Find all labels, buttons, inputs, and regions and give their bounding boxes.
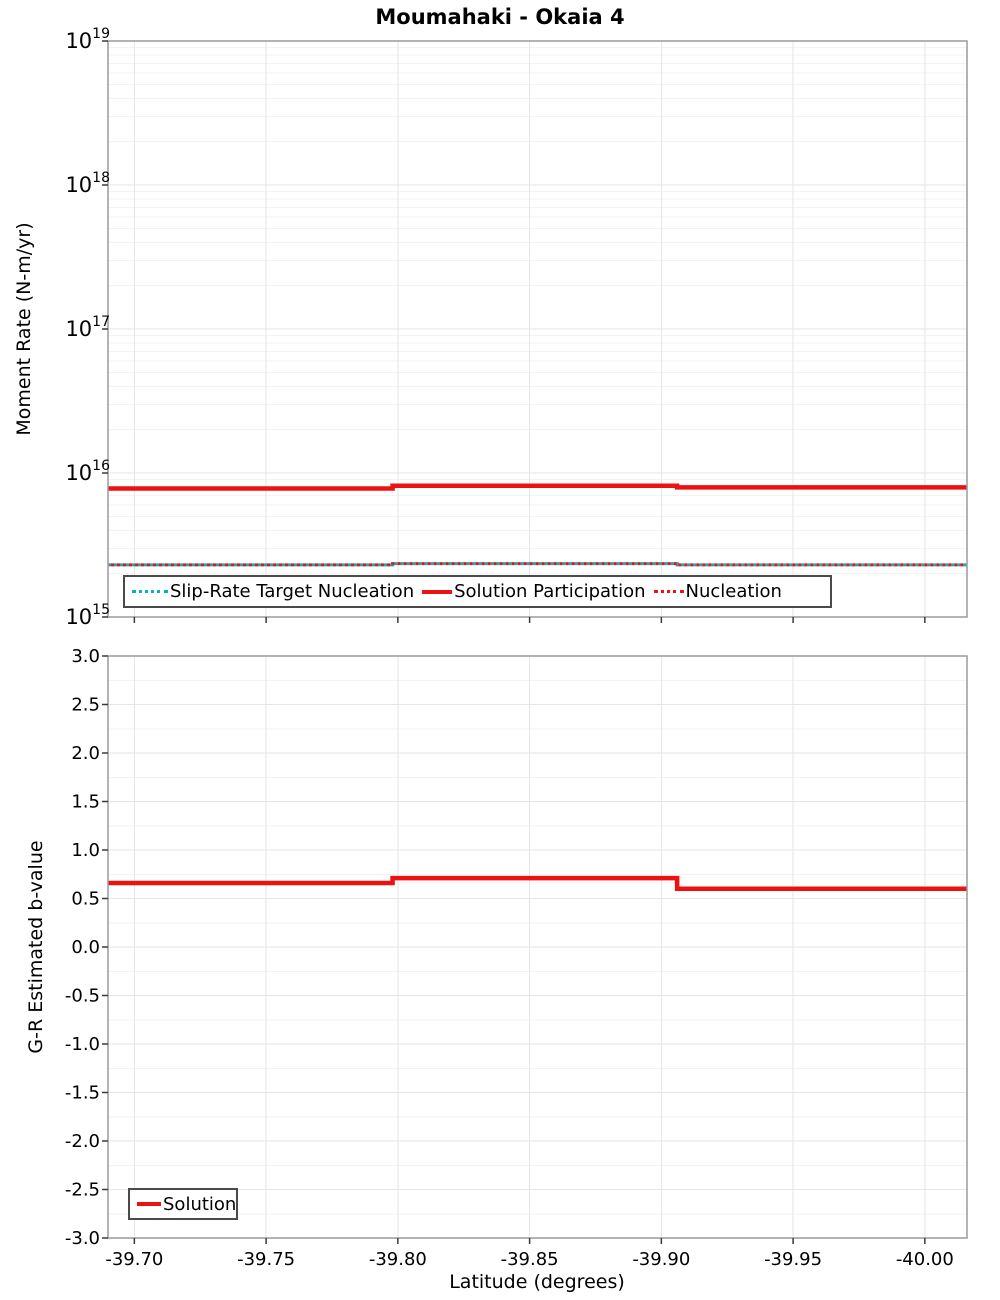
- tick-label: 2.5: [71, 695, 100, 716]
- tick-label: 3.0: [71, 646, 100, 667]
- legend-item-solution: Solution: [137, 1194, 236, 1215]
- tick-label: 0.5: [71, 889, 100, 910]
- legend-item-label: Slip-Rate Target Nucleation: [170, 581, 415, 602]
- moment-rate-axis-ticks: 1019 1018 1017 1016 1015: [65, 26, 926, 629]
- legend-item-label: Solution Participation: [454, 581, 646, 602]
- moment-rate-axis-label: Moment Rate (N-m/yr): [13, 222, 35, 435]
- tick-label: 1015: [65, 602, 110, 629]
- moment-rate-legend: Slip-Rate Target Nucleation Solution Par…: [123, 575, 832, 608]
- tick-label: -0.5: [65, 986, 100, 1007]
- b-value-axis-label: G-R Estimated b-value: [25, 840, 47, 1053]
- b-value-gridlines: [108, 656, 967, 1238]
- moment-rate-series: [108, 483, 967, 567]
- tick-label: 1018: [65, 170, 110, 197]
- tick-label: -1.0: [65, 1034, 100, 1055]
- chart-title: Moumahaki - Okaia 4: [375, 5, 625, 29]
- moment-rate-panel: 1019 1018 1017 1016 1015: [65, 26, 968, 629]
- b-value-series: [108, 875, 967, 892]
- moment-rate-gridlines: [108, 40, 967, 618]
- series-nucleation: [108, 562, 967, 567]
- legend-item-slip-rate-target-nucleation: Slip-Rate Target Nucleation: [132, 581, 414, 602]
- tick-label: 0.0: [71, 937, 100, 958]
- latitude-axis-label: Latitude (degrees): [449, 1271, 625, 1293]
- tick-label: -39.85: [501, 1249, 559, 1270]
- series-solution-participation: [108, 483, 967, 491]
- legend-item-label: Nucleation: [685, 581, 782, 602]
- tick-label: -3.0: [65, 1228, 100, 1249]
- legend-item-solution-participation: Solution Participation: [422, 581, 646, 602]
- tick-label: 1.0: [71, 840, 100, 861]
- tick-label: -2.5: [65, 1180, 100, 1201]
- legend-item-label: Solution: [163, 1193, 237, 1215]
- tick-label: 1017: [65, 314, 110, 341]
- series-solution: [108, 875, 967, 892]
- tick-label: 1.5: [71, 792, 100, 813]
- tick-label: -39.90: [632, 1249, 690, 1270]
- tick-label: -39.75: [237, 1249, 295, 1270]
- tick-label: 1019: [65, 26, 110, 53]
- tick-label: 2.0: [71, 743, 100, 764]
- tick-label: -1.5: [65, 1083, 100, 1104]
- slip-rate-target-nucleation-line-swatch: [132, 590, 168, 593]
- solution-participation-line-swatch: [422, 589, 453, 594]
- nucleation-line-swatch: [653, 590, 684, 593]
- series-slip-rate-target-nucleation: [108, 562, 967, 567]
- tick-label: -39.80: [369, 1249, 427, 1270]
- b-value-legend: Solution: [128, 1188, 238, 1220]
- tick-label: 1016: [65, 458, 110, 485]
- tick-label: -39.70: [105, 1249, 163, 1270]
- tick-label: -40.00: [896, 1249, 954, 1270]
- solution-line-swatch: [137, 1202, 161, 1206]
- b-value-panel: -39.70 -39.75 -39.80 -39.85 -39.90 -39.95 -40.…: [65, 646, 968, 1270]
- tick-label: -2.0: [65, 1131, 100, 1152]
- legend-item-nucleation: Nucleation: [653, 581, 782, 602]
- tick-label: -39.95: [764, 1249, 822, 1270]
- b-value-axis-ticks: -39.70 -39.75 -39.80 -39.85 -39.90 -39.95 -40.…: [65, 646, 954, 1270]
